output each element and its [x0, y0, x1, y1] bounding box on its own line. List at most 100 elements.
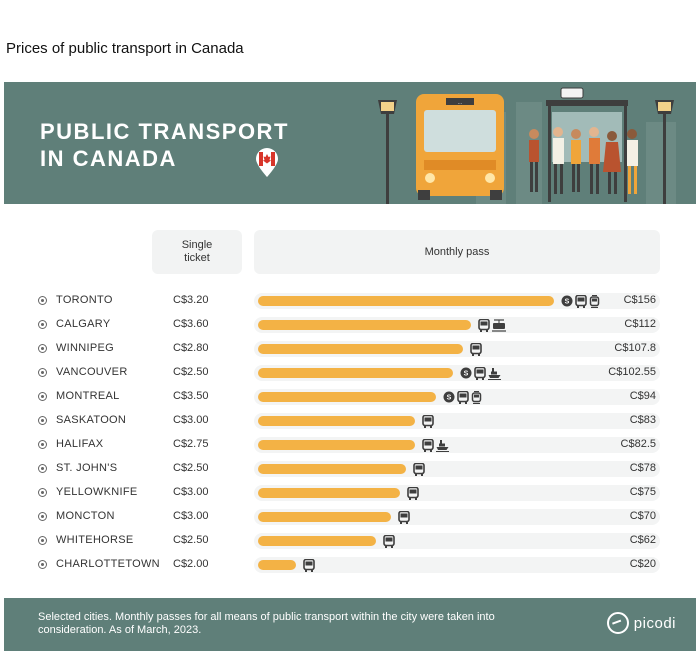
bullet-icon	[38, 536, 47, 545]
monthly-pass-bar	[258, 296, 554, 306]
banner-title: PUBLIC TRANSPORT IN CANADA	[40, 119, 289, 171]
monthly-pass-price: C$112	[624, 318, 656, 330]
monthly-pass-price: C$82.5	[620, 438, 656, 450]
city-name: TORONTO	[56, 294, 113, 306]
single-ticket-price: C$3.00	[173, 414, 209, 426]
monthly-pass-price: C$156	[623, 294, 656, 306]
footer: Selected cities. Monthly passes for all …	[4, 598, 696, 651]
svg-text:S: S	[463, 371, 468, 378]
bus-icon	[477, 318, 490, 332]
single-ticket-price: C$2.50	[173, 534, 209, 546]
page-title: Prices of public transport in Canada	[6, 40, 244, 57]
monthly-pass-price: C$70	[629, 510, 656, 522]
city-name: SASKATOON	[56, 414, 127, 426]
picodi-logo-icon	[606, 612, 629, 634]
footer-note: Selected cities. Monthly passes for all …	[38, 611, 495, 636]
table-row: SASKATOON C$3.00 C$83	[30, 409, 670, 433]
table-row: MONCTON C$3.00 C$70	[30, 505, 670, 529]
single-ticket-price: C$2.50	[173, 462, 209, 474]
single-ticket-price: C$3.00	[173, 486, 209, 498]
monthly-pass-bar	[258, 392, 437, 402]
tram-icon	[471, 390, 482, 404]
price-table: TORONTO C$3.20 S C$156 CALGARY C$3.60 C$112 WIN…	[30, 289, 670, 577]
column-header-monthly-pass: Monthly pass	[254, 230, 660, 274]
city-name: YELLOWKNIFE	[56, 486, 138, 498]
bullet-icon	[38, 464, 47, 473]
monthly-pass-bar	[258, 416, 416, 426]
city-name: VANCOUVER	[56, 366, 128, 378]
monthly-pass-price: C$20	[629, 558, 656, 570]
column-header-single-ticket: Single ticket	[152, 230, 242, 274]
monthly-pass-price: C$78	[629, 462, 656, 474]
header-banner: PUBLIC TRANSPORT IN CANADA ...	[4, 82, 696, 204]
table-row: VANCOUVER C$2.50 S C$102.55	[30, 361, 670, 385]
single-ticket-price: C$3.20	[173, 294, 209, 306]
table-row: YELLOWKNIFE C$3.00 C$75	[30, 481, 670, 505]
table-row: WHITEHORSE C$2.50 C$62	[30, 529, 670, 553]
bullet-icon	[38, 416, 47, 425]
monthly-pass-bar	[258, 488, 401, 498]
bullet-icon	[38, 320, 47, 329]
transport-modes	[398, 510, 410, 524]
subway-icon: S	[561, 295, 573, 307]
table-row: WINNIPEG C$2.80 C$107.8	[30, 337, 670, 361]
city-name: HALIFAX	[56, 438, 104, 450]
single-ticket-price: C$2.80	[173, 342, 209, 354]
transport-modes	[303, 558, 315, 572]
bus-stop-illustration: ...	[378, 87, 676, 204]
monthly-pass-price: C$102.55	[608, 366, 656, 378]
single-ticket-price: C$3.60	[173, 318, 209, 330]
single-ticket-price: C$3.00	[173, 510, 209, 522]
bus-icon	[421, 438, 434, 452]
bus-icon	[407, 486, 420, 500]
table-row: MONTREAL C$3.50 S C$94	[30, 385, 670, 409]
monthly-pass-price: C$83	[629, 414, 656, 426]
monthly-pass-bar	[258, 368, 453, 378]
tram-icon	[589, 294, 600, 308]
ferry-icon	[435, 439, 449, 452]
single-ticket-price: C$3.50	[173, 390, 209, 402]
transport-modes: S	[460, 366, 501, 380]
city-name: MONCTON	[56, 510, 115, 522]
bus-icon	[575, 294, 587, 308]
table-row: HALIFAX C$2.75 C$82.5	[30, 433, 670, 457]
bus-icon	[422, 414, 435, 428]
bar-track	[254, 557, 660, 573]
table-row: CHARLOTTETOWN C$2.00 C$20	[30, 553, 670, 577]
city-name: CALGARY	[56, 318, 111, 330]
city-name: CHARLOTTETOWN	[56, 558, 160, 570]
bullet-icon	[38, 512, 47, 521]
bus-icon	[469, 342, 482, 356]
monthly-pass-price: C$75	[629, 486, 656, 498]
transport-modes: S	[443, 390, 482, 404]
bullet-icon	[38, 440, 47, 449]
transport-modes	[421, 438, 449, 452]
transport-modes	[422, 414, 435, 428]
monthly-pass-bar	[258, 512, 391, 522]
bus-icon	[303, 558, 315, 572]
transport-modes	[413, 462, 425, 476]
single-ticket-price: C$2.75	[173, 438, 209, 450]
monthly-pass-bar	[258, 536, 376, 546]
city-name: ST. JOHN'S	[56, 462, 118, 474]
bus-sign: ...	[458, 100, 462, 106]
transport-modes	[407, 486, 420, 500]
bullet-icon	[38, 344, 47, 353]
single-ticket-price: C$2.50	[173, 366, 209, 378]
single-ticket-price: C$2.00	[173, 558, 209, 570]
bus-icon	[413, 462, 425, 476]
svg-text:S: S	[447, 395, 452, 402]
city-name: WHITEHORSE	[56, 534, 134, 546]
table-row: CALGARY C$3.60 C$112	[30, 313, 670, 337]
svg-text:S: S	[565, 299, 570, 306]
monthly-pass-bar	[258, 320, 471, 330]
bus-icon	[473, 366, 486, 380]
bullet-icon	[38, 560, 47, 569]
city-name: WINNIPEG	[56, 342, 115, 354]
bullet-icon	[38, 296, 47, 305]
monthly-pass-bar	[258, 344, 463, 354]
picodi-logo: picodi	[606, 612, 676, 634]
table-row: ST. JOHN'S C$2.50 C$78	[30, 457, 670, 481]
bullet-icon	[38, 392, 47, 401]
table-row: TORONTO C$3.20 S C$156	[30, 289, 670, 313]
